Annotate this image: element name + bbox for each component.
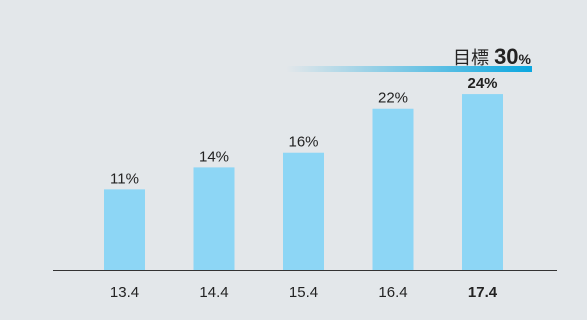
value-label-17.4: 24% [467,75,497,92]
value-label-14.4: 14% [199,148,229,165]
tick-label-17.4: 17.4 [468,284,498,301]
value-label-16.4: 22% [378,90,408,107]
bar-14.4 [193,167,235,270]
bar-16.4 [372,108,414,271]
bar-15.4 [283,152,324,270]
target-unit: % [518,51,531,67]
target-text: 目標 [453,48,490,68]
target-label: 目標 30% [453,44,531,70]
value-label-15.4: 16% [288,134,318,151]
tick-label-13.4: 13.4 [110,284,139,301]
tick-label-15.4: 15.4 [289,284,318,301]
tick-label-14.4: 14.4 [199,284,228,301]
target-gradient-bar [286,66,532,72]
target-value: 30 [494,44,519,69]
bar-17.4 [462,94,503,270]
value-label-13.4: 11% [110,170,139,187]
tick-label-16.4: 16.4 [378,284,407,301]
bar-13.4 [104,189,145,270]
